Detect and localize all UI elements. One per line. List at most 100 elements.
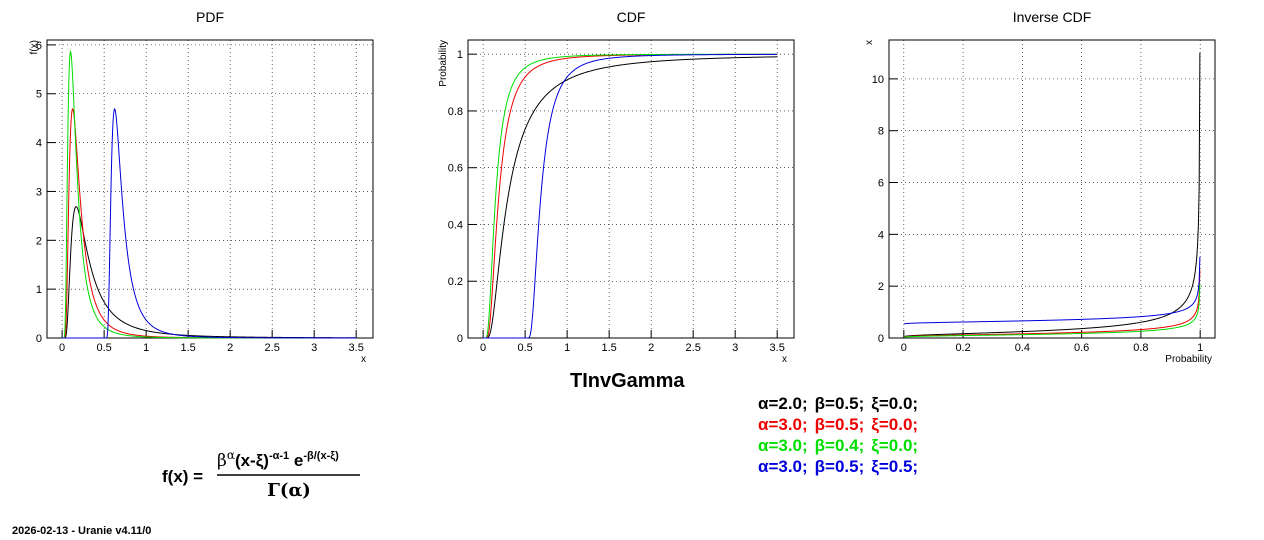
y-tick-label: 1 [457, 49, 463, 61]
legend-beta: β=0.5; [814, 394, 865, 413]
y-tick-label: 3 [36, 186, 42, 198]
legend-xi: ξ=0.0; [871, 394, 919, 413]
x-tick-label: 0.5 [517, 342, 532, 354]
pdf-series [62, 49, 357, 339]
formula-num-e: e [289, 451, 303, 470]
cdf-panel: CDF x Probability 0 0.5 1 1.5 2 2.5 3 3.5 0 0.2 0.… [438, 9, 795, 365]
cdf-xlabel: x [782, 354, 787, 365]
formula-num-beta: β [217, 451, 227, 471]
series-line-0 [903, 52, 1201, 338]
x-tick-label: 0 [901, 342, 907, 354]
legend-row: α=3.0; β=0.5; ξ=0.0; [758, 414, 925, 435]
y-tick-label: 4 [878, 229, 884, 241]
cdf-ylabel: Probability [438, 40, 449, 87]
pdf-xlabel: x [361, 354, 366, 365]
y-tick-label: 4 [36, 138, 42, 150]
y-tick-label: 0 [457, 333, 463, 345]
legend-beta: β=0.4; [814, 436, 865, 455]
y-tick-label: 10 [872, 74, 884, 86]
y-tick-label: 0 [36, 333, 42, 345]
legend-beta: β=0.5; [814, 457, 865, 476]
formula-num-mid: (x-ξ) [235, 451, 269, 470]
pdf-frame [46, 39, 374, 339]
pdf-grid [47, 40, 373, 339]
formula-svg: f(x) = βα(x-ξ)-α-1 e-β/(x-ξ) Γ(α) [162, 448, 360, 501]
y-tick-label: 0 [878, 333, 884, 345]
series-line-3 [903, 257, 1201, 325]
x-tick-label: 1.5 [181, 342, 196, 354]
pdf-ticks: 0 0.5 1 1.5 2 2.5 3 3.5 0 1 2 3 4 5 6 [36, 40, 364, 354]
x-tick-label: 0.4 [1015, 342, 1030, 354]
cdf-ticks: 0 0.5 1 1.5 2 2.5 3 3.5 0 0.2 0.4 0.6 0.8 1 [448, 49, 785, 354]
x-tick-label: 0 [59, 342, 65, 354]
series-line-1 [903, 269, 1201, 338]
formula-numerator: βα(x-ξ)-α-1 e-β/(x-ξ) [217, 448, 339, 471]
cdf-title: CDF [617, 9, 646, 25]
y-tick-label: 1 [36, 284, 42, 296]
series-line-3 [62, 107, 357, 339]
x-tick-label: 3.5 [770, 342, 785, 354]
legend-alpha: α=3.0; [758, 436, 808, 455]
inverse-cdf-title: Inverse CDF [1013, 9, 1092, 25]
formula-num-exp: -α-1 [269, 450, 289, 462]
y-tick-label: 6 [36, 40, 42, 52]
cdf-series [483, 53, 778, 339]
parameter-legend: α=2.0; β=0.5; ξ=0.0; α=3.0; β=0.5; ξ=0.0; α=3.… [758, 393, 925, 477]
formula-denominator: Γ(α) [267, 480, 311, 501]
y-tick-label: 0.2 [448, 276, 463, 288]
pdf-formula: f(x) = βα(x-ξ)-α-1 e-β/(x-ξ) Γ(α) [162, 446, 382, 511]
inverse-cdf-series [903, 52, 1201, 338]
x-tick-label: 2.5 [265, 342, 280, 354]
inverse-cdf-ylabel: x [864, 40, 875, 45]
formula-lhs: f(x) = [162, 467, 203, 486]
x-tick-label: 2 [227, 342, 233, 354]
legend-alpha: α=3.0; [758, 457, 808, 476]
legend-row: α=3.0; β=0.4; ξ=0.0; [758, 435, 925, 456]
pdf-title: PDF [196, 9, 224, 25]
x-tick-label: 2.5 [686, 342, 701, 354]
legend-xi: ξ=0.5; [871, 457, 919, 476]
footer-stamp: 2026-02-13 - Uranie v4.11/0 [12, 525, 152, 537]
y-tick-label: 8 [878, 126, 884, 138]
x-tick-label: 3.5 [349, 342, 364, 354]
x-tick-label: 0.2 [955, 342, 970, 354]
formula-num-e-sup: -β/(x-ξ) [303, 450, 339, 462]
x-tick-label: 3 [732, 342, 738, 354]
formula-num-alpha-sup: α [227, 448, 235, 462]
x-tick-label: 3 [311, 342, 317, 354]
legend-beta: β=0.5; [814, 415, 865, 434]
y-tick-label: 6 [878, 178, 884, 190]
x-tick-label: 0.8 [1133, 342, 1148, 354]
pdf-ylabel: f(x) [29, 40, 40, 54]
inverse-cdf-panel: Inverse CDF Probability x 0 0.2 0.4 0.6 0.8 1… [864, 9, 1216, 365]
y-tick-label: 5 [36, 89, 42, 101]
y-tick-label: 0.6 [448, 163, 463, 175]
x-tick-label: 0.6 [1074, 342, 1089, 354]
x-tick-label: 1 [564, 342, 570, 354]
pdf-panel: PDF x f(x) 0 0.5 1 1.5 2 2.5 3 3.5 0 1 2 3 4 5 6 [29, 9, 374, 365]
cdf-frame [467, 39, 795, 339]
y-tick-label: 0.8 [448, 106, 463, 118]
x-tick-label: 1 [143, 342, 149, 354]
y-tick-label: 2 [36, 235, 42, 247]
legend-xi: ξ=0.0; [871, 436, 919, 455]
x-tick-label: 0 [480, 342, 486, 354]
y-tick-label: 0.4 [448, 219, 463, 231]
series-line-3 [483, 53, 778, 339]
legend-alpha: α=3.0; [758, 415, 808, 434]
y-tick-label: 2 [878, 281, 884, 293]
x-tick-label: 0.5 [96, 342, 111, 354]
series-line-2 [904, 283, 1201, 338]
main-title: TInvGamma [570, 370, 685, 392]
inverse-cdf-xlabel: Probability [1165, 354, 1212, 365]
legend-alpha: α=2.0; [758, 394, 808, 413]
legend-row: α=2.0; β=0.5; ξ=0.0; [758, 393, 925, 414]
series-line-0 [483, 56, 778, 339]
legend-row: α=3.0; β=0.5; ξ=0.5; [758, 456, 925, 477]
cdf-grid [468, 40, 794, 339]
x-tick-label: 2 [648, 342, 654, 354]
x-tick-label: 1.5 [602, 342, 617, 354]
inverse-cdf-grid [889, 40, 1215, 339]
